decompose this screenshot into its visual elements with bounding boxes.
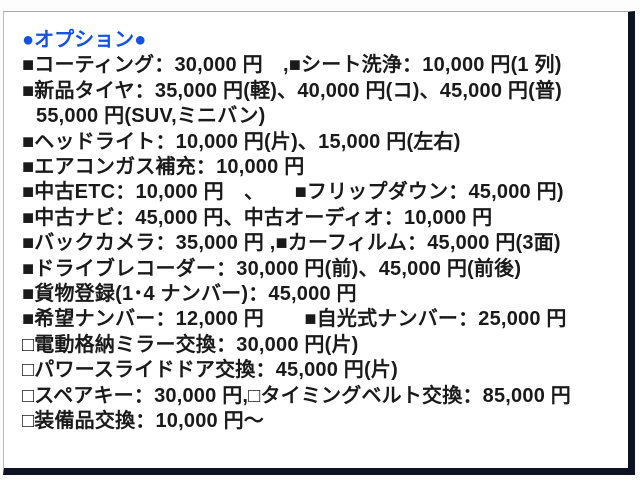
- option-line: ■希望ナンバー：12,000 円 ■自光式ナンバー：25,000 円: [22, 308, 567, 331]
- option-line: □パワースライドドア交換：45,000 円(片): [22, 359, 398, 382]
- option-line: □装備品交換：10,000 円～: [22, 410, 265, 433]
- option-line: □電動格納ミラー交換：30,000 円(片): [22, 333, 359, 356]
- option-line: ■中古ナビ：45,000 円、中古オーディオ：10,000 円: [22, 206, 493, 229]
- option-line: ■バックカメラ：35,000 円 ,■カーフィルム：45,000 円(3面): [22, 232, 561, 255]
- option-line: ■貨物登録(1･4 ナンバー)：45,000 円: [22, 283, 357, 306]
- option-line: ■ドライブレコーダー：30,000 円(前)、45,000 円(前後): [22, 257, 522, 280]
- option-line: ■コーティング：30,000 円 ,■シート洗浄：10,000 円(1 列): [22, 54, 562, 77]
- option-line: ■中古ETC：10,000 円 、 ■フリップダウン：45,000 円): [22, 181, 564, 204]
- options-card: ●オプション● ■コーティング：30,000 円 ,■シート洗浄：10,000 …: [3, 11, 635, 475]
- option-line: ■新品タイヤ：35,000 円(軽)、40,000 円(コ)、45,000 円(…: [22, 79, 563, 102]
- option-line: ■エアコンガス補充：10,000 円: [22, 156, 305, 179]
- option-line: ■ヘッドライト：10,000 円(片)、15,000 円(左右): [22, 130, 461, 153]
- options-content: ●オプション● ■コーティング：30,000 円 ,■シート洗浄：10,000 …: [22, 28, 622, 464]
- option-line: □スペアキー：30,000 円,□タイミングベルト交換：85,000 円: [22, 384, 571, 407]
- options-header: ●オプション●: [22, 29, 147, 51]
- option-line-wrapped: 55,000 円(SUV,ミニバン): [36, 105, 266, 128]
